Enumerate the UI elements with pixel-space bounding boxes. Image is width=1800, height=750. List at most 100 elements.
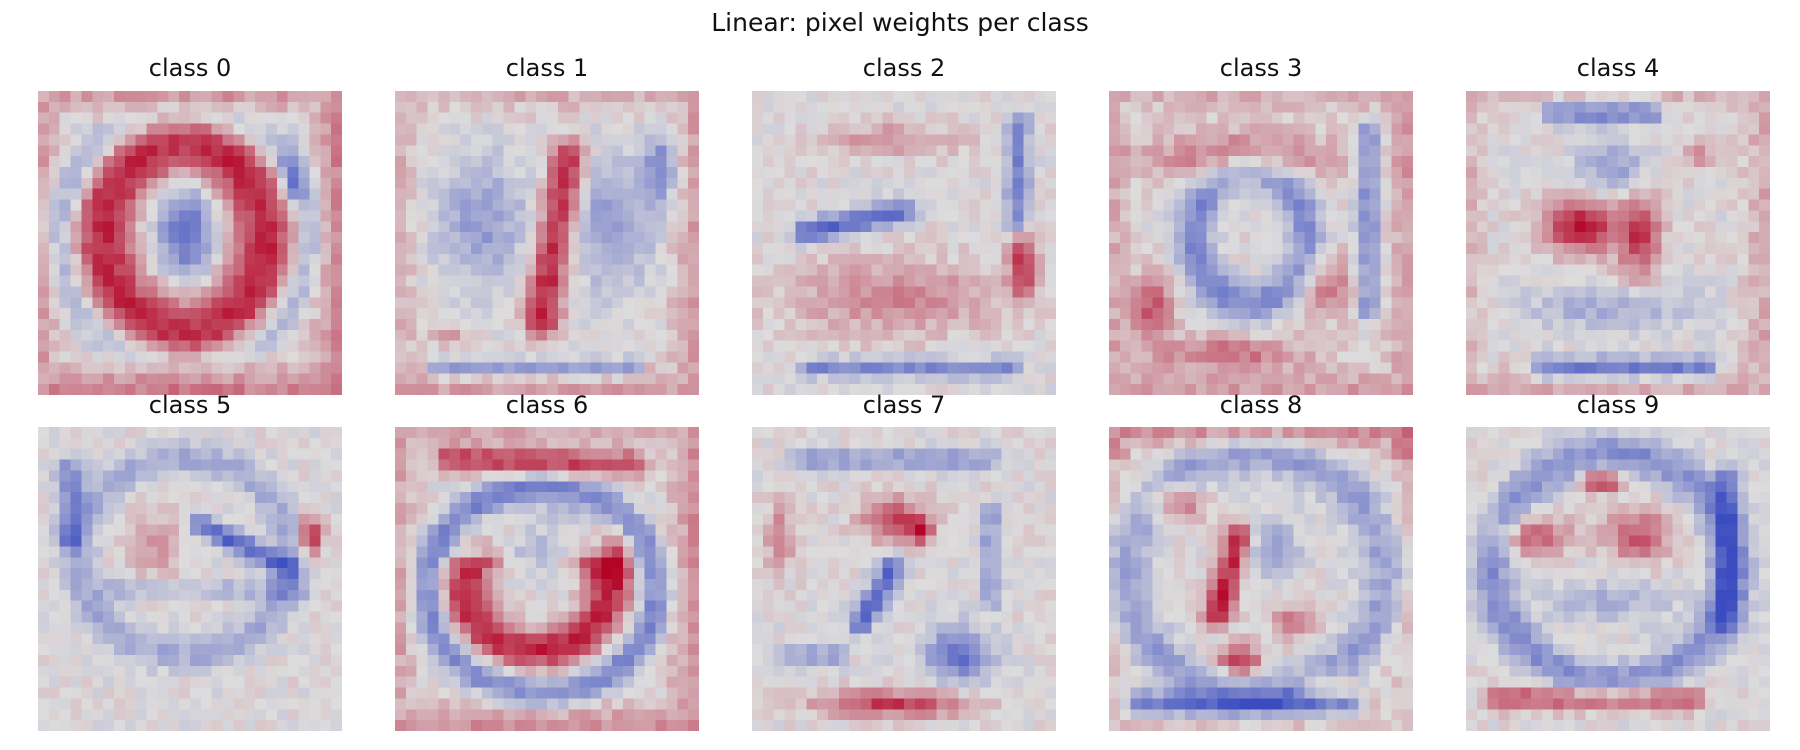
heatmap-cell [1163, 156, 1175, 168]
heatmap-cell [1487, 373, 1499, 385]
heatmap-cell [298, 470, 310, 482]
heatmap-cell [233, 622, 245, 634]
heatmap-cell [871, 199, 883, 211]
heatmap-cell [146, 145, 158, 157]
heatmap-cell [1250, 221, 1262, 233]
heatmap-cell [1045, 232, 1056, 244]
heatmap-cell [688, 373, 699, 385]
heatmap-cell [190, 199, 202, 211]
heatmap-cell [320, 676, 332, 688]
heatmap-cell [135, 134, 147, 146]
heatmap-cell [1347, 101, 1360, 114]
heatmap-cell [557, 437, 570, 450]
heatmap-cell [1542, 308, 1554, 320]
heatmap-cell [179, 297, 191, 309]
heatmap-cell [579, 329, 591, 342]
heatmap-cell [860, 188, 872, 200]
heatmap-cell [244, 156, 256, 168]
heatmap-cell [211, 340, 223, 352]
heatmap-cell [255, 319, 267, 331]
heatmap-cell [222, 91, 234, 103]
heatmap-cell [309, 286, 321, 298]
heatmap-cell [914, 308, 927, 320]
heatmap-cell [471, 232, 483, 244]
heatmap-cell [655, 524, 667, 536]
heatmap-cell [211, 134, 223, 146]
heatmap-cell [48, 308, 61, 320]
heatmap-cell [1206, 308, 1218, 320]
heatmap-cell [222, 308, 234, 320]
heatmap-cell [276, 557, 289, 569]
heatmap-cell [200, 101, 213, 114]
heatmap-cell [1759, 253, 1770, 266]
heatmap-cell [298, 101, 310, 114]
heatmap-cell [633, 427, 646, 439]
heatmap-cell [1195, 243, 1208, 255]
heatmap-cell [644, 112, 656, 124]
heatmap-cell [623, 156, 635, 168]
heatmap-cell [168, 91, 180, 103]
heatmap-cell [276, 112, 289, 124]
heatmap-cell [200, 351, 213, 363]
heatmap-cell [255, 557, 267, 569]
heatmap-cell [481, 199, 494, 211]
heatmap-cell [416, 448, 428, 460]
heatmap-cell [1704, 167, 1717, 179]
heatmap-cell [1563, 221, 1575, 233]
heatmap-cell [200, 524, 213, 536]
heatmap-cell [1531, 253, 1543, 266]
heatmap-cell [1563, 362, 1575, 374]
heatmap-cell [103, 579, 115, 591]
heatmap-cell [590, 384, 602, 395]
heatmap-cell [492, 253, 504, 266]
heatmap-cell [893, 188, 905, 200]
heatmap-cell [1639, 275, 1651, 287]
heatmap-cell [762, 253, 775, 266]
heatmap-cell [449, 427, 461, 439]
heatmap-cell [1542, 123, 1554, 135]
heatmap-cell [1552, 264, 1565, 276]
heatmap-cell [38, 437, 50, 450]
heatmap-cell [114, 633, 126, 645]
heatmap-cell [1476, 253, 1489, 266]
heatmap-cell [936, 384, 948, 395]
heatmap-cell [1206, 156, 1218, 168]
heatmap-cell [547, 503, 559, 515]
heatmap-cell [828, 384, 840, 395]
heatmap-cell [244, 503, 256, 515]
heatmap-cell [266, 600, 278, 612]
heatmap-cell [633, 503, 646, 515]
heatmap-cell [200, 448, 213, 460]
heatmap-cell [460, 329, 472, 342]
heatmap-cell [114, 210, 126, 222]
heatmap-cell [146, 286, 158, 298]
heatmap-cell [1737, 351, 1749, 363]
heatmap-cell [773, 177, 785, 190]
heatmap-cell [1293, 91, 1305, 103]
heatmap-cell [92, 492, 104, 504]
heatmap-cell [70, 513, 82, 526]
heatmap-cell [688, 210, 699, 222]
heatmap-cell [990, 145, 1003, 157]
heatmap-cell [1672, 243, 1684, 255]
heatmap-cell [871, 101, 883, 114]
heatmap-cell [1618, 264, 1630, 276]
heatmap-cell [146, 481, 158, 493]
heatmap-cell [276, 448, 289, 460]
heatmap-cell [557, 513, 570, 526]
heatmap-cell [200, 579, 213, 591]
heatmap-cell [1585, 351, 1597, 363]
heatmap-cell [503, 459, 515, 471]
heatmap-cell [579, 384, 591, 395]
heatmap-cell [255, 101, 267, 114]
heatmap-cell [644, 470, 656, 482]
heatmap-cell [211, 167, 223, 179]
heatmap-cell [947, 134, 959, 146]
heatmap-cell [514, 167, 526, 179]
heatmap-cell [655, 329, 667, 342]
heatmap-cell [1012, 177, 1024, 190]
heatmap-cell [81, 101, 93, 114]
heatmap-cell [1045, 177, 1056, 190]
heatmap-cell [557, 232, 570, 244]
heatmap-cell [1639, 91, 1651, 103]
